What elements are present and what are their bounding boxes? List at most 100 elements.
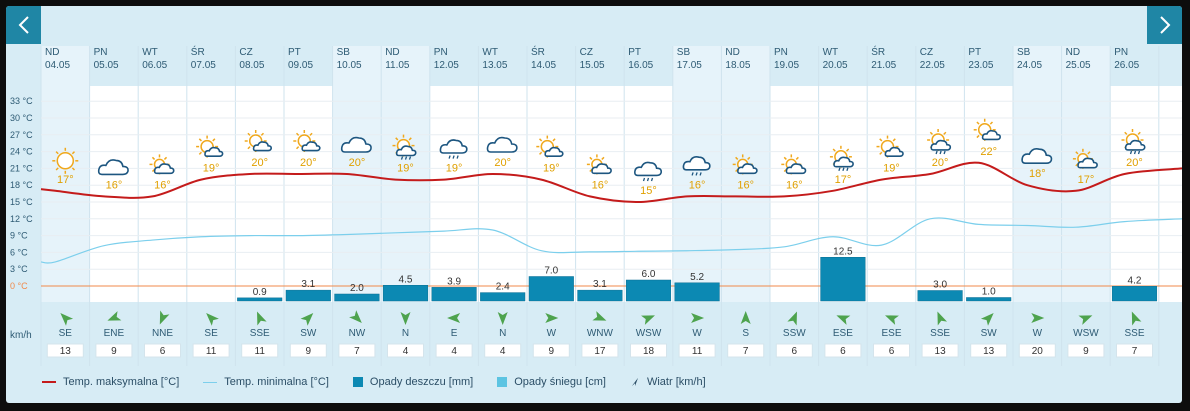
day-name: SB [676, 47, 691, 58]
max-temp-label: 22° [980, 146, 997, 158]
rain-bar [674, 282, 720, 302]
day-name: SB [1017, 47, 1031, 58]
wind-speed-box [1116, 343, 1153, 358]
wind-speed-box [727, 343, 765, 358]
rain-bar [285, 289, 331, 302]
day-name: ND [45, 47, 60, 58]
wind-speed-value: 18 [643, 346, 655, 357]
max-temp-label: 16° [786, 179, 803, 191]
chevron-left-icon [18, 16, 29, 34]
wind-direction-label: SSW [783, 328, 806, 339]
wind-speed-value: 20 [1032, 346, 1044, 357]
day-header: ND 04.05 [43, 46, 93, 72]
rain-value-label: 4.5 [399, 274, 413, 285]
y-tick-label: 21 °C [10, 163, 33, 173]
rain-bar [382, 285, 429, 302]
wind-direction-arrow [300, 313, 314, 326]
wind-speed-box [678, 343, 716, 358]
day-name: CZ [579, 47, 593, 58]
max-temp-label: 16° [154, 179, 171, 191]
max-temp-label: 19° [446, 163, 463, 175]
wind-speed-value: 6 [160, 346, 166, 357]
wind-speed-value: 13 [935, 346, 947, 357]
cloud-rain-icon [439, 139, 468, 159]
legend: Temp. maksymalna [°C] Temp. minimalna [°… [42, 376, 730, 388]
wind-direction-label: SSE [250, 328, 270, 339]
rain-value-label: 3.0 [933, 280, 947, 291]
wind-direction-arrow [592, 311, 607, 321]
wind-speed-value: 9 [1083, 346, 1089, 357]
day-date: 21.05 [871, 60, 897, 71]
day-date: 13.05 [482, 60, 508, 71]
wind-direction-label: ESE [833, 328, 853, 339]
wind-speed-value: 13 [983, 346, 995, 357]
next-button[interactable] [1147, 6, 1182, 44]
wind-speed-box [46, 343, 84, 358]
y-tick-label: 0 °C [10, 281, 28, 291]
y-tick-label: 3 °C [10, 264, 28, 274]
prev-button[interactable] [6, 6, 41, 44]
wind-speed-box [484, 343, 522, 358]
sun-rain-icon [1121, 129, 1146, 155]
day-name: ŚR [871, 47, 886, 58]
legend-snow: Opady śniegu [cm] [497, 376, 606, 388]
wind-speed-value: 17 [594, 346, 606, 357]
day-date: 14.05 [531, 60, 557, 71]
sun-icon [52, 147, 79, 174]
sun-rain-icon [392, 134, 417, 160]
day-name: ŚR [190, 47, 205, 58]
partly-cloudy-icon [586, 154, 612, 175]
day-date: 10.05 [336, 60, 362, 71]
rain-value-label: 2.4 [496, 282, 510, 293]
partly-cloudy-icon [732, 154, 758, 175]
day-header: SB 10.05 [335, 46, 385, 72]
rain-bar [431, 287, 477, 302]
day-header: ŚR 07.05 [189, 46, 239, 72]
wind-speed-value: 7 [354, 346, 360, 357]
wind-speed-box [1067, 343, 1105, 358]
day-name: WT [482, 47, 498, 58]
max-temp-label: 18° [1029, 168, 1046, 180]
partly-sunny-icon [876, 135, 904, 158]
rain-value-label: 6.0 [642, 269, 656, 280]
y-tick-label: 30 °C [10, 113, 33, 123]
wind-direction-label: SE [204, 328, 218, 339]
wind-speed-box [921, 343, 959, 358]
day-name: PT [968, 47, 982, 58]
max-temp-label: 16° [592, 179, 609, 191]
day-header: ŚR 14.05 [529, 46, 579, 72]
rain-bar [625, 279, 672, 302]
max-temp-label: 19° [543, 163, 560, 175]
rain-value-label: 12.5 [833, 246, 853, 257]
wind-direction-arrow [691, 313, 705, 323]
rain-bar [334, 293, 380, 302]
y-tick-label: 9 °C [10, 231, 28, 241]
max-temp-label: 17° [57, 174, 74, 186]
wind-direction-arrow [497, 312, 508, 325]
wind-direction-arrow [159, 310, 170, 325]
legend-rain-label: Opady deszczu [mm] [369, 376, 474, 388]
wind-speed-box [144, 343, 181, 358]
partly-sunny-icon [536, 135, 564, 158]
wind-direction-arrow [1078, 315, 1093, 325]
max-temp-label: 17° [1078, 174, 1095, 186]
wind-speed-box [873, 343, 910, 358]
cloud-icon [486, 136, 518, 153]
legend-snow-label: Opady śniegu [cm] [514, 376, 606, 388]
day-header: ŚR 21.05 [869, 46, 919, 72]
forecast-chart: 33 °C 30 °C 27 °C 24 °C 21 °C 18 °C 15 °C 12 °C… [10, 46, 1182, 366]
wind-speed-value: 4 [451, 346, 457, 357]
y-tick-label: 33 °C [10, 96, 33, 106]
day-header: WT 20.05 [821, 46, 871, 72]
day-date: 26.05 [1114, 60, 1140, 71]
day-name: ND [1065, 47, 1081, 58]
cloud-rain-icon [634, 161, 663, 182]
day-header: ND 25.05 [1064, 46, 1114, 72]
rain-bar [577, 289, 623, 302]
day-date: 20.05 [822, 60, 848, 71]
wind-direction-label: SE [59, 328, 73, 339]
day-header: WT 06.05 [140, 46, 190, 72]
sun-rain-icon [927, 129, 952, 155]
wind-direction-label: N [402, 328, 409, 339]
wind-direction-label: W [547, 328, 557, 339]
